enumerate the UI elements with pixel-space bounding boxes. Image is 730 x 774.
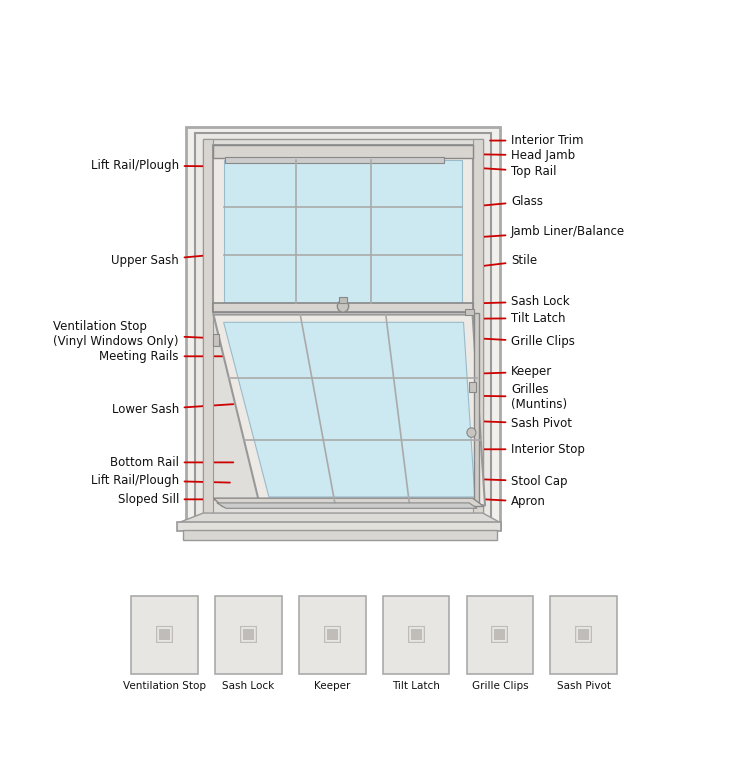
Text: Glass: Glass (417, 195, 543, 212)
Circle shape (337, 300, 349, 312)
Text: Grilles
(Muntins): Grilles (Muntins) (467, 383, 567, 411)
Text: Keeper: Keeper (314, 681, 350, 691)
Bar (213, 334, 219, 346)
Polygon shape (217, 503, 477, 509)
Bar (215, 597, 282, 674)
Text: Top Rail: Top Rail (445, 165, 556, 178)
Bar (383, 597, 450, 674)
Text: Sash Lock: Sash Lock (399, 295, 569, 308)
Text: Sloped Sill: Sloped Sill (118, 493, 220, 506)
Bar (299, 597, 366, 674)
Text: ▣: ▣ (406, 624, 426, 644)
Text: Interior Trim: Interior Trim (490, 134, 583, 147)
Text: Lower Sash: Lower Sash (112, 403, 234, 416)
Bar (203, 139, 213, 515)
Text: Stool Cap: Stool Cap (477, 475, 567, 488)
Text: ▣: ▣ (573, 624, 594, 644)
Bar (213, 146, 472, 312)
Text: Bottom Rail: Bottom Rail (110, 456, 234, 469)
Text: Upper Sash: Upper Sash (111, 254, 222, 268)
Text: Grille Clips: Grille Clips (461, 335, 575, 348)
Polygon shape (223, 322, 474, 497)
Bar (177, 522, 502, 531)
Bar (339, 296, 347, 303)
Text: Meeting Rails: Meeting Rails (99, 350, 224, 363)
Text: Jamb Liner/Balance: Jamb Liner/Balance (482, 224, 625, 238)
Bar (195, 133, 491, 521)
Polygon shape (213, 314, 485, 505)
Text: Interior Stop: Interior Stop (477, 443, 585, 456)
Bar (465, 309, 474, 314)
Text: Tilt Latch: Tilt Latch (469, 312, 566, 324)
Text: Sash Lock: Sash Lock (222, 681, 274, 691)
Text: ▣: ▣ (238, 624, 259, 644)
Bar (213, 303, 472, 312)
Text: Stile: Stile (477, 255, 537, 268)
Bar (131, 597, 198, 674)
Text: Apron: Apron (444, 495, 546, 509)
Text: Sash Pivot: Sash Pivot (557, 681, 611, 691)
Bar (183, 529, 497, 540)
Polygon shape (177, 513, 502, 523)
Text: Ventilation Stop: Ventilation Stop (123, 681, 206, 691)
Text: Tilt Latch: Tilt Latch (392, 681, 440, 691)
Bar (550, 597, 618, 674)
Text: Ventilation Stop
(Vinyl Windows Only): Ventilation Stop (Vinyl Windows Only) (53, 320, 228, 348)
Text: Keeper: Keeper (463, 365, 553, 378)
Text: ▣: ▣ (489, 624, 510, 644)
Text: ▣: ▣ (154, 624, 175, 644)
Bar (466, 597, 534, 674)
Bar (474, 313, 480, 505)
Bar (472, 139, 483, 515)
Bar (203, 139, 483, 515)
Bar (213, 146, 472, 159)
Text: Lift Rail/Plough: Lift Rail/Plough (91, 159, 265, 172)
Circle shape (467, 428, 476, 437)
Bar (223, 159, 462, 303)
Polygon shape (213, 498, 484, 506)
Bar (186, 128, 500, 529)
Text: ▣: ▣ (322, 624, 342, 644)
Bar (469, 382, 476, 392)
Text: Grille Clips: Grille Clips (472, 681, 529, 691)
Bar (225, 157, 445, 163)
Text: Sash Pivot: Sash Pivot (466, 417, 572, 430)
Text: Head Jamb: Head Jamb (479, 149, 575, 162)
Text: Lift Rail/Plough: Lift Rail/Plough (91, 474, 230, 487)
